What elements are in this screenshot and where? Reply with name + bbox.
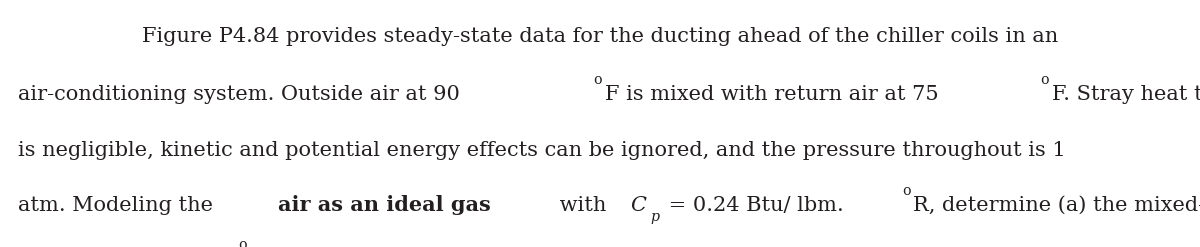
Text: R, determine (a) the mixed-air: R, determine (a) the mixed-air — [913, 196, 1200, 215]
Text: atm. Modeling the: atm. Modeling the — [18, 196, 220, 215]
Text: o: o — [239, 238, 247, 247]
Text: C: C — [630, 196, 646, 215]
Text: o: o — [902, 184, 911, 198]
Text: F is mixed with return air at 75: F is mixed with return air at 75 — [605, 85, 942, 104]
Text: is negligible, kinetic and potential energy effects can be ignored, and the pres: is negligible, kinetic and potential ene… — [18, 141, 1066, 160]
Text: air-conditioning system. Outside air at 90: air-conditioning system. Outside air at … — [18, 85, 464, 104]
Text: with: with — [553, 196, 613, 215]
Text: air as an ideal gas: air as an ideal gas — [278, 195, 491, 215]
Text: o: o — [1040, 73, 1049, 87]
Text: F. Stray heat transfer: F. Stray heat transfer — [1051, 85, 1200, 104]
Text: = 0.24 Btu/ lbm.: = 0.24 Btu/ lbm. — [662, 196, 848, 215]
Text: o: o — [594, 73, 602, 87]
Text: p: p — [650, 210, 660, 224]
Text: Figure P4.84 provides steady-state data for the ducting ahead of the chiller coi: Figure P4.84 provides steady-state data … — [142, 27, 1058, 46]
